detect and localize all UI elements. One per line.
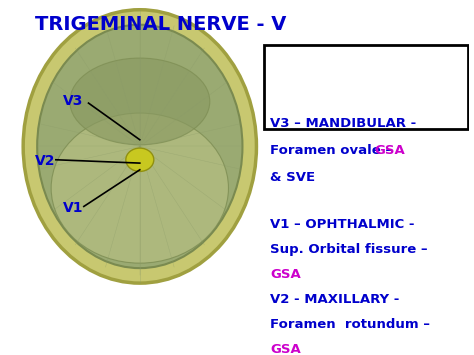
Text: V2 - MAXILLARY -: V2 - MAXILLARY - xyxy=(271,293,400,306)
Bar xyxy=(264,45,468,129)
Ellipse shape xyxy=(126,148,154,171)
Text: Sup. Orbital fissure –: Sup. Orbital fissure – xyxy=(271,243,428,256)
Text: V1 – OPHTHALMIC -: V1 – OPHTHALMIC - xyxy=(271,218,415,231)
Text: & SVE: & SVE xyxy=(271,171,316,184)
Text: V3: V3 xyxy=(63,94,83,108)
Text: TRIGEMINAL NERVE - V: TRIGEMINAL NERVE - V xyxy=(35,15,286,34)
Text: V2: V2 xyxy=(35,154,55,168)
Ellipse shape xyxy=(23,10,256,283)
Ellipse shape xyxy=(37,25,243,268)
Text: GSA: GSA xyxy=(271,343,301,355)
Ellipse shape xyxy=(51,113,228,263)
Ellipse shape xyxy=(70,58,210,145)
Text: Foramen ovale –: Foramen ovale – xyxy=(271,144,397,157)
Text: Foramen  rotundum –: Foramen rotundum – xyxy=(271,318,430,331)
Text: V3 – MANDIBULAR -: V3 – MANDIBULAR - xyxy=(271,116,417,130)
Text: V1: V1 xyxy=(63,201,83,215)
Text: GSA: GSA xyxy=(271,268,301,281)
Text: GSA: GSA xyxy=(374,144,405,157)
